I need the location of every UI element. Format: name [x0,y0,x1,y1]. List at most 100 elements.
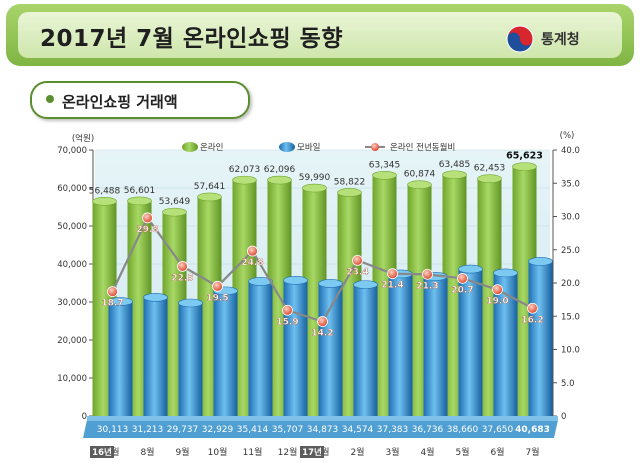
bar-mobile-cap [318,279,343,288]
yoy-marker [527,302,538,314]
yoy-marker [177,260,188,272]
yoy-marker [142,212,153,224]
data-label-mobile: 34,873 [307,425,339,435]
data-label-yoy: 16.2 [521,315,543,325]
agency-name: 통계청 [541,32,580,48]
data-label-online: 62,073 [229,165,261,175]
yoy-marker [212,280,223,292]
data-label-mobile: 35,414 [237,425,269,435]
data-label-mobile: 37,383 [377,425,409,435]
data-label-online: 56,488 [89,186,121,196]
bar-mobile [108,301,133,416]
legend-swatch-online [182,142,198,152]
yoy-marker [387,268,398,280]
legend-label-yoy: 온라인 전년동월비 [390,142,455,153]
bar-online-cap [512,162,537,171]
data-label-online: 65,623 [506,151,543,162]
yoy-marker [247,245,258,257]
category-label: 8월 [140,446,154,458]
data-label-mobile: 36,736 [412,425,444,435]
bar-mobile [248,281,273,416]
category-label: 12월 [278,446,298,458]
data-label-online: 57,641 [194,182,226,192]
yoy-marker [492,284,503,296]
bar-online-cap [197,192,222,202]
data-label-mobile: 38,660 [447,425,479,435]
bar-online-cap [477,174,502,183]
right-tick-label: 20.0 [561,279,580,289]
data-label-yoy: 20.7 [451,285,473,295]
bar-mobile-cap [353,280,378,289]
category-label: 11월 [243,446,263,458]
category-label: 3월 [385,446,399,458]
bar-online-cap [267,175,292,185]
bar-mobile [178,302,203,416]
bar-online-cap [162,207,187,217]
data-label-yoy: 29.8 [136,225,158,235]
right-tick-label: 10.0 [561,346,580,356]
bar-mobile [213,290,238,416]
data-label-online: 58,822 [334,177,366,187]
category-label: 4월 [420,446,434,458]
data-label-yoy: 23.4 [346,267,368,277]
bar-online-cap [372,170,397,180]
bar-online-cap [232,175,257,185]
chart-base-top [87,416,558,421]
left-tick-label: 0 [82,412,87,422]
bar-mobile [423,276,448,416]
category-label: 2월 [350,446,364,458]
bar-mobile [458,269,483,416]
legend-swatch-mobile [279,142,295,152]
data-label-yoy: 18.7 [101,299,123,309]
bar-mobile [493,272,518,416]
yoy-marker [317,316,328,327]
bar-mobile-cap [528,257,553,266]
bar-mobile-cap [248,277,273,286]
page-title: 2017년 7월 온라인쇼핑 동향 [40,26,343,52]
taegeuk-emblem-icon [506,25,534,53]
bar-mobile-cap [493,268,518,278]
right-tick-label: 35.0 [561,179,580,189]
bar-mobile-cap [458,264,483,274]
category-label: 7월 [525,446,539,458]
data-label-yoy: 19.5 [206,293,228,303]
year-badge [300,446,324,458]
data-label-online: 63,345 [369,160,401,170]
bar-mobile-cap [143,293,168,302]
data-label-yoy: 22.5 [171,273,193,283]
yoy-marker [107,286,118,298]
yoy-marker [457,272,468,284]
data-label-yoy: 15.9 [276,317,298,327]
yoy-marker [282,304,293,316]
data-label-mobile: 30,113 [97,425,129,435]
bar-mobile [353,284,378,416]
right-tick-label: 0 [561,412,566,422]
bar-mobile-cap [108,297,133,306]
category-label: 10월 [208,446,228,458]
left-axis-unit: (억원) [72,133,94,144]
right-tick-label: 40.0 [561,146,580,156]
data-label-online: 63,485 [439,160,471,170]
left-tick-label: 60,000 [57,184,87,194]
year-label: 16년 [92,447,112,458]
right-axis-unit: (%) [560,131,575,141]
bar-online-cap [407,180,432,189]
data-label-mobile: 40,683 [515,425,550,435]
left-tick-label: 70,000 [57,146,87,156]
legend-label-mobile: 모바일 [297,142,320,153]
yoy-marker [422,268,433,280]
data-label-online: 53,649 [159,197,191,207]
bar-online-cap [337,188,362,197]
yoy-marker [352,254,363,266]
category-label: 5월 [455,446,469,458]
data-label-yoy: 24.8 [241,258,263,268]
legend-label-online: 온라인 [200,142,223,153]
right-tick-label: 5.0 [561,379,575,389]
bar-online-cap [92,197,117,206]
legend-marker-yoy [371,143,379,151]
data-label-yoy: 21.4 [381,281,403,291]
bar-mobile-cap [178,298,203,308]
right-tick-label: 30.0 [561,213,580,223]
